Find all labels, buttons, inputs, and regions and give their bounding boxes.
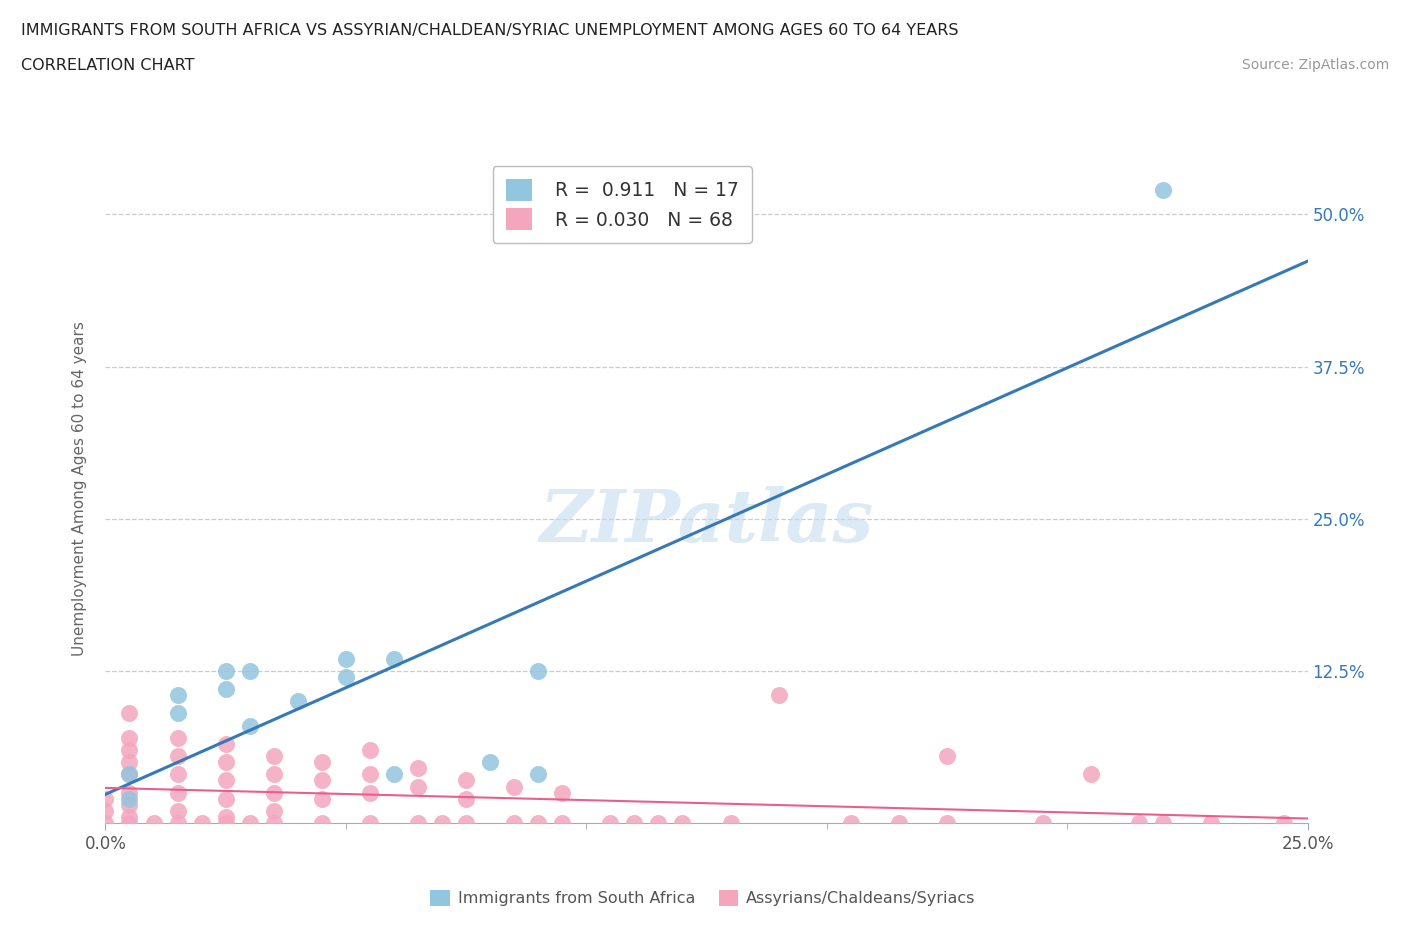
Point bbox=[118, 809, 141, 824]
Point bbox=[311, 773, 333, 788]
Point bbox=[1080, 767, 1102, 782]
Point bbox=[94, 791, 117, 806]
Point bbox=[166, 688, 188, 703]
Point bbox=[263, 804, 285, 818]
Text: IMMIGRANTS FROM SOUTH AFRICA VS ASSYRIAN/CHALDEAN/SYRIAC UNEMPLOYMENT AMONG AGES: IMMIGRANTS FROM SOUTH AFRICA VS ASSYRIAN… bbox=[21, 23, 959, 38]
Point bbox=[287, 694, 309, 709]
Point bbox=[311, 791, 333, 806]
Point bbox=[647, 816, 669, 830]
Point bbox=[406, 779, 429, 794]
Point bbox=[454, 773, 477, 788]
Point bbox=[527, 767, 550, 782]
Point bbox=[263, 767, 285, 782]
Point bbox=[551, 785, 574, 800]
Legend: Immigrants from South Africa, Assyrians/Chaldeans/Syriacs: Immigrants from South Africa, Assyrians/… bbox=[425, 884, 981, 912]
Point bbox=[118, 730, 141, 745]
Point bbox=[382, 651, 405, 666]
Point bbox=[311, 755, 333, 770]
Point bbox=[214, 663, 236, 678]
Point bbox=[768, 688, 790, 703]
Point bbox=[430, 816, 453, 830]
Point bbox=[118, 791, 141, 806]
Point bbox=[623, 816, 645, 830]
Point bbox=[166, 816, 188, 830]
Point bbox=[887, 816, 910, 830]
Point bbox=[142, 816, 165, 830]
Text: ZIPatlas: ZIPatlas bbox=[540, 486, 873, 557]
Point bbox=[527, 816, 550, 830]
Point bbox=[166, 767, 188, 782]
Point bbox=[1272, 816, 1295, 830]
Point bbox=[311, 816, 333, 830]
Point bbox=[479, 755, 502, 770]
Point bbox=[214, 773, 236, 788]
Point bbox=[166, 706, 188, 721]
Point bbox=[406, 816, 429, 830]
Point bbox=[118, 755, 141, 770]
Point bbox=[239, 663, 262, 678]
Point bbox=[118, 797, 141, 812]
Point bbox=[1128, 816, 1150, 830]
Point bbox=[454, 816, 477, 830]
Point bbox=[359, 785, 381, 800]
Point bbox=[599, 816, 621, 830]
Point bbox=[166, 749, 188, 764]
Point bbox=[263, 749, 285, 764]
Point bbox=[214, 737, 236, 751]
Point bbox=[359, 816, 381, 830]
Point bbox=[503, 816, 526, 830]
Point bbox=[214, 816, 236, 830]
Text: CORRELATION CHART: CORRELATION CHART bbox=[21, 58, 194, 73]
Point bbox=[454, 791, 477, 806]
Point bbox=[166, 730, 188, 745]
Point bbox=[94, 816, 117, 830]
Point bbox=[1201, 816, 1223, 830]
Point bbox=[936, 816, 959, 830]
Point bbox=[359, 742, 381, 757]
Point bbox=[118, 706, 141, 721]
Legend:   R =  0.911   N = 17,   R = 0.030   N = 68: R = 0.911 N = 17, R = 0.030 N = 68 bbox=[492, 166, 752, 244]
Point bbox=[263, 816, 285, 830]
Point bbox=[118, 767, 141, 782]
Point bbox=[214, 755, 236, 770]
Point bbox=[936, 749, 959, 764]
Point bbox=[1152, 816, 1174, 830]
Point bbox=[239, 718, 262, 733]
Point bbox=[335, 651, 357, 666]
Point bbox=[166, 804, 188, 818]
Point bbox=[118, 742, 141, 757]
Point bbox=[1152, 182, 1174, 197]
Point bbox=[190, 816, 212, 830]
Point bbox=[839, 816, 862, 830]
Point bbox=[118, 767, 141, 782]
Point bbox=[551, 816, 574, 830]
Point bbox=[671, 816, 693, 830]
Point bbox=[263, 785, 285, 800]
Point bbox=[406, 761, 429, 776]
Point bbox=[118, 816, 141, 830]
Point bbox=[382, 767, 405, 782]
Point bbox=[1032, 816, 1054, 830]
Point bbox=[214, 809, 236, 824]
Point bbox=[335, 670, 357, 684]
Point bbox=[94, 804, 117, 818]
Point bbox=[214, 682, 236, 697]
Point bbox=[359, 767, 381, 782]
Point bbox=[503, 779, 526, 794]
Y-axis label: Unemployment Among Ages 60 to 64 years: Unemployment Among Ages 60 to 64 years bbox=[72, 321, 87, 656]
Text: Source: ZipAtlas.com: Source: ZipAtlas.com bbox=[1241, 58, 1389, 72]
Point bbox=[527, 663, 550, 678]
Point bbox=[166, 785, 188, 800]
Point bbox=[118, 785, 141, 800]
Point bbox=[720, 816, 742, 830]
Point bbox=[214, 791, 236, 806]
Point bbox=[239, 816, 262, 830]
